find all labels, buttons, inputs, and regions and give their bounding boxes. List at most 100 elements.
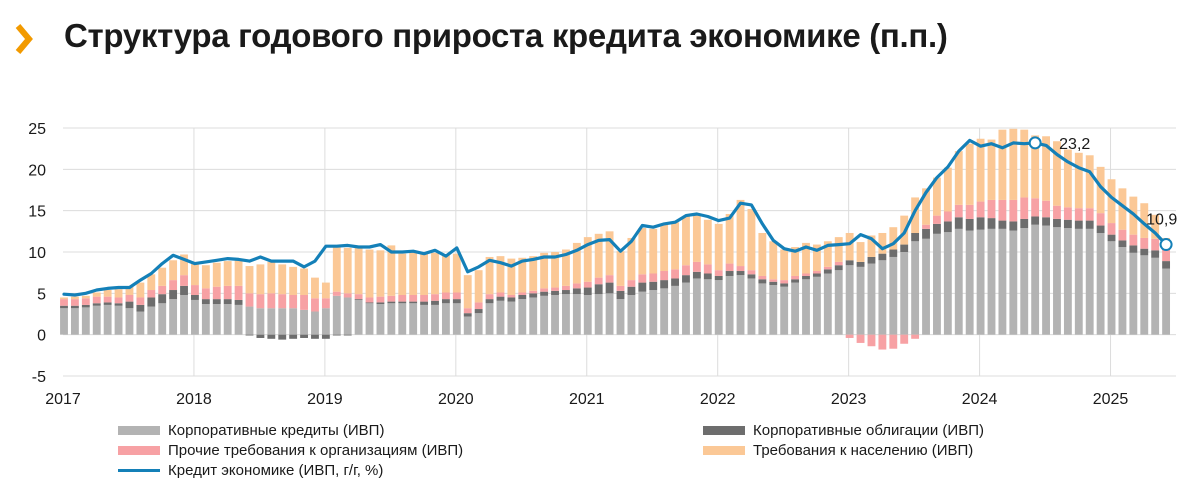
annotation-marker xyxy=(1159,238,1173,252)
bar-corp-loans xyxy=(223,304,232,335)
bar-other-claims xyxy=(1085,208,1094,221)
bar-household xyxy=(911,197,920,233)
bar-corp-loans xyxy=(125,308,134,335)
bar-corp-bonds xyxy=(572,288,581,295)
bar-corp-loans xyxy=(311,311,319,335)
y-tick-label: 10 xyxy=(28,245,46,262)
bar-corp-loans xyxy=(605,293,614,335)
bar-corp-loans xyxy=(169,299,178,335)
bar-household xyxy=(103,290,112,297)
bar-household xyxy=(420,253,429,295)
bar-corp-bonds xyxy=(409,301,418,304)
bar-other-claims xyxy=(725,263,734,272)
bar-household xyxy=(529,256,538,291)
bar-corp-bonds xyxy=(311,334,319,339)
bar-corp-bonds xyxy=(354,299,363,300)
bar-household xyxy=(169,260,178,281)
legend-swatch-other-claims xyxy=(118,445,160,455)
bar-corp-bonds xyxy=(1129,245,1138,253)
bar-household xyxy=(987,139,996,200)
x-tick-label: 2022 xyxy=(700,391,736,408)
bar-other-claims xyxy=(267,293,276,309)
bar-household xyxy=(158,267,167,286)
bar-corp-loans xyxy=(387,303,396,335)
bar-other-claims xyxy=(1140,237,1149,249)
x-tick-label: 2019 xyxy=(307,391,343,408)
bar-corp-loans xyxy=(212,304,221,335)
bar-household xyxy=(671,222,679,270)
bar-corp-loans xyxy=(562,294,570,335)
bar-household xyxy=(1107,179,1116,224)
bar-corp-loans xyxy=(725,275,734,335)
bar-corp-bonds xyxy=(92,303,101,306)
bar-household xyxy=(398,253,407,295)
bar-corp-bonds xyxy=(507,297,516,302)
bar-other-claims xyxy=(70,299,79,306)
bar-corp-loans xyxy=(518,299,527,335)
bar-other-claims xyxy=(933,215,941,224)
bar-household xyxy=(1063,149,1072,208)
bar-other-claims xyxy=(409,294,418,302)
bar-corp-bonds xyxy=(692,271,701,279)
bar-other-claims xyxy=(103,296,112,303)
bar-corp-bonds xyxy=(1140,248,1149,256)
bar-other-claims xyxy=(507,294,516,298)
bar-corp-loans xyxy=(954,228,963,335)
bar-corp-bonds xyxy=(856,261,865,267)
bar-corp-loans xyxy=(889,256,898,335)
bar-corp-bonds xyxy=(496,296,505,301)
bar-corp-loans xyxy=(540,295,549,335)
bar-corp-loans xyxy=(583,294,592,335)
bar-corp-bonds xyxy=(911,232,920,242)
bar-corp-bonds xyxy=(1031,216,1040,225)
bar-other-claims xyxy=(496,292,505,297)
bar-household xyxy=(81,295,90,299)
bar-other-claims xyxy=(954,204,963,218)
annotation-marker xyxy=(1028,136,1042,150)
bar-corp-bonds xyxy=(1063,219,1072,229)
bar-corp-bonds xyxy=(551,290,559,295)
bar-corp-loans xyxy=(736,275,745,335)
bar-household xyxy=(278,264,287,295)
bar-corp-loans xyxy=(136,311,145,335)
bar-other-claims xyxy=(671,269,679,279)
x-tick-label: 2024 xyxy=(962,391,998,408)
bar-corp-loans xyxy=(1129,252,1138,335)
bar-corp-loans xyxy=(474,313,483,335)
bar-corp-bonds xyxy=(867,256,876,264)
bar-corp-loans xyxy=(616,299,625,335)
bar-corp-bonds xyxy=(169,290,178,300)
legend-swatch-credit-line xyxy=(118,468,160,472)
bar-corp-bonds xyxy=(834,265,843,271)
bar-corp-bonds xyxy=(398,301,407,304)
bar-corp-loans xyxy=(321,308,330,335)
bar-household xyxy=(311,277,319,299)
bar-corp-loans xyxy=(114,305,123,335)
bar-other-claims xyxy=(769,279,778,282)
bar-other-claims xyxy=(431,294,439,301)
bar-corp-loans xyxy=(780,286,789,335)
bar-corp-bonds xyxy=(81,304,90,308)
y-tick-label: 25 xyxy=(28,121,46,138)
y-tick-label: 20 xyxy=(28,162,46,179)
bar-corp-loans xyxy=(933,233,941,335)
bar-corp-bonds xyxy=(1151,250,1160,258)
bar-other-claims xyxy=(332,291,341,296)
bar-corp-bonds xyxy=(1118,240,1127,248)
y-tick-label: 15 xyxy=(28,204,46,221)
title-chevron-icon xyxy=(15,24,33,54)
bar-other-claims xyxy=(976,201,985,218)
x-tick-label: 2025 xyxy=(1093,391,1129,408)
y-tick-label: 0 xyxy=(37,328,46,345)
bar-corp-bonds xyxy=(562,290,570,295)
bar-corp-bonds xyxy=(965,218,974,231)
bar-corp-bonds xyxy=(1042,217,1050,226)
bar-corp-bonds xyxy=(769,281,778,286)
bar-household xyxy=(496,256,505,293)
bar-corp-loans xyxy=(627,294,636,335)
bar-household xyxy=(692,213,701,262)
bar-other-claims xyxy=(900,334,909,344)
legend-item-other-claims: Прочие требования к организациям (ИВП) xyxy=(118,442,463,460)
bar-corp-bonds xyxy=(998,220,1007,229)
